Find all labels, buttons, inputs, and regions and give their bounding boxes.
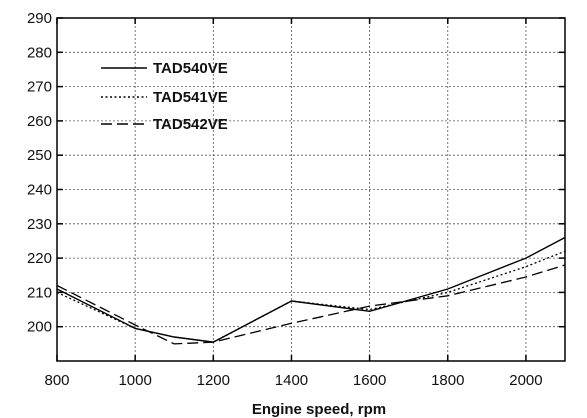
x-tick-label-1400: 1400 (275, 372, 308, 389)
legend-label-TAD540VE: TAD540VE (153, 60, 228, 77)
x-tick-label-1000: 1000 (118, 372, 151, 389)
x-tick-labels: 800 1000 1200 1400 1600 1800 2000 (44, 372, 542, 389)
axis-ticks (56, 17, 565, 361)
x-tick-label-1600: 1600 (353, 372, 386, 389)
legend: TAD540VE TAD541VE TAD542VE (101, 60, 228, 133)
y-tick-labels: 200 210 220 230 240 250 260 270 280 290 (27, 10, 52, 336)
y-tick-label-280: 280 (27, 44, 52, 61)
y-tick-label-220: 220 (27, 250, 52, 267)
y-tick-label-260: 260 (27, 113, 52, 130)
x-tick-label-2000: 2000 (509, 372, 542, 389)
y-tick-label-240: 240 (27, 182, 52, 199)
y-tick-label-200: 200 (27, 319, 52, 336)
y-tick-label-290: 290 (27, 10, 52, 27)
grid-lines (57, 18, 565, 361)
series-line-TAD542VE (56, 264, 566, 345)
y-tick-label-210: 210 (27, 284, 52, 301)
x-axis-title: Engine speed, rpm (252, 401, 386, 418)
x-tick-label-800: 800 (44, 372, 69, 389)
y-tick-label-250: 250 (27, 147, 52, 164)
series-lines (56, 236, 566, 345)
x-tick-label-1200: 1200 (197, 372, 230, 389)
y-tick-label-270: 270 (27, 79, 52, 96)
legend-label-TAD541VE: TAD541VE (153, 89, 228, 106)
series-line-TAD541VE (56, 250, 566, 343)
x-tick-label-1800: 1800 (431, 372, 464, 389)
legend-label-TAD542VE: TAD542VE (153, 116, 228, 133)
y-tick-label-230: 230 (27, 216, 52, 233)
